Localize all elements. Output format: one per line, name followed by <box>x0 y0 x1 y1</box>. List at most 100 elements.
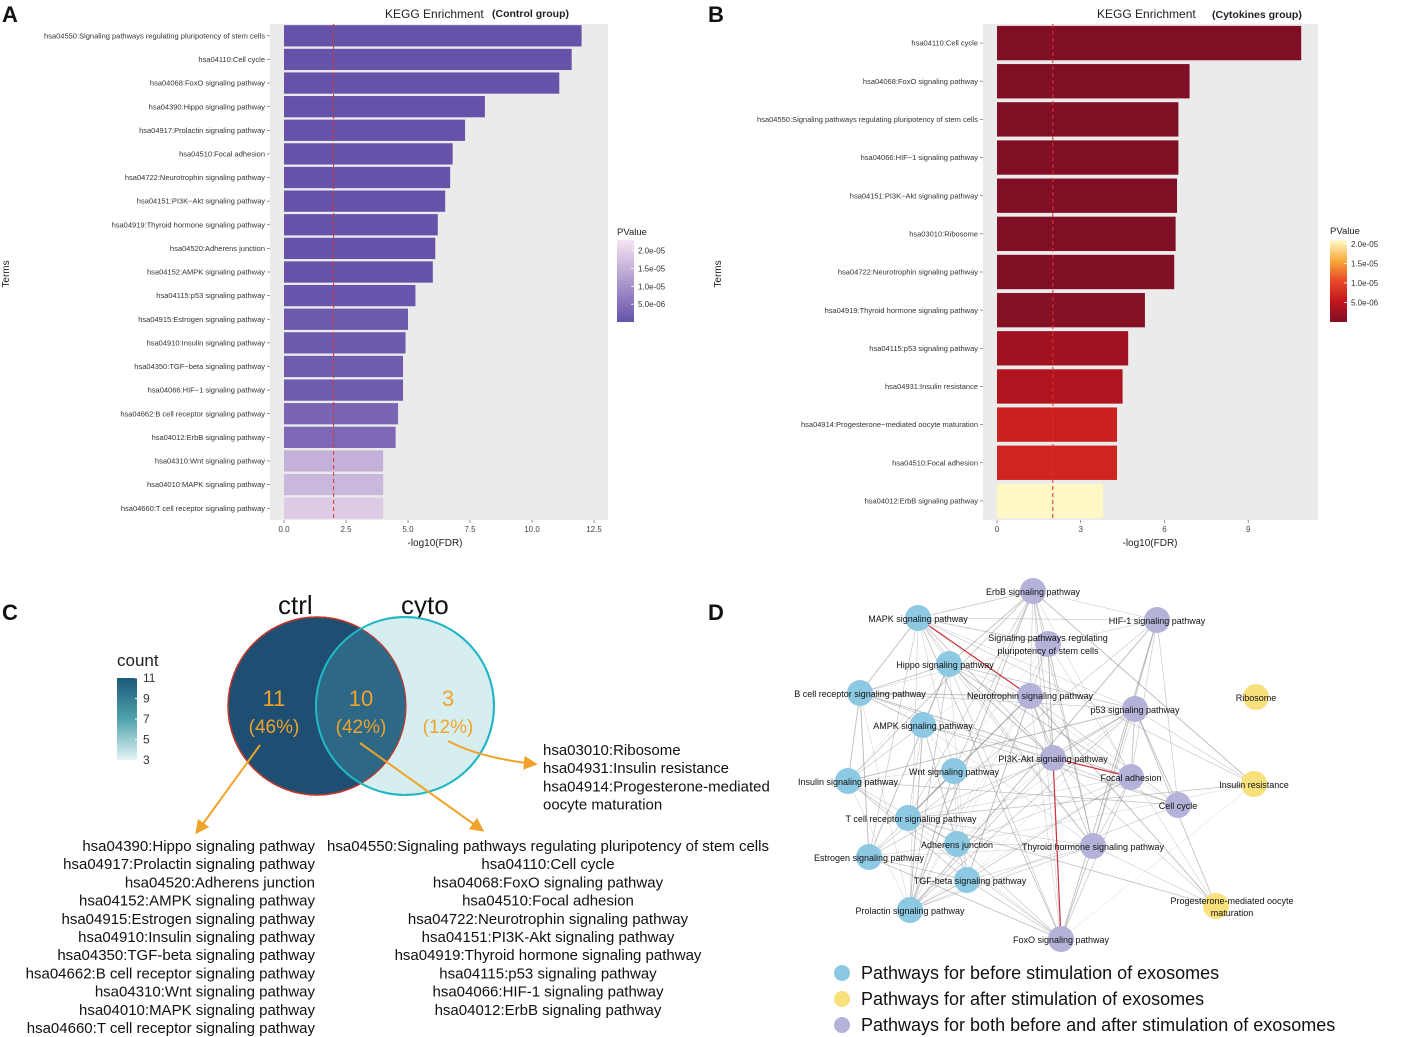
network-node-label: maturation <box>1211 908 1254 918</box>
network-edge <box>956 776 1132 845</box>
network-edge <box>922 643 1049 726</box>
list-ctrl-item: hsa04010:MAPK signaling pathway <box>79 1002 315 1019</box>
network-edge <box>909 770 955 911</box>
network-edge <box>948 663 1136 710</box>
chart-a-bar <box>284 166 451 189</box>
network-edge <box>956 757 1054 845</box>
network-edge <box>966 708 1136 881</box>
chart-b-legend-title: PValue <box>1330 226 1360 237</box>
chart-b-xlabel: -log10(FDR) <box>1122 538 1177 549</box>
list-ctrl-item: hsa04917:Prolactin signaling pathway <box>63 856 315 873</box>
chart-a-term-label: hsa04152:AMPK signaling pathway <box>147 268 265 277</box>
chart-b-term-label: hsa04151:PI3K−Akt signaling pathway <box>850 191 978 200</box>
chart-a-term-label: hsa04919:Thyroid hormone signaling pathw… <box>112 220 266 229</box>
chart-b-term-label: hsa04931:Insulin resistance <box>885 382 978 391</box>
network-edge <box>956 843 1094 847</box>
chart-b-bar <box>997 178 1178 213</box>
network-nodes: ErbB signaling pathway MAPK signaling pat… <box>794 578 1294 952</box>
network-edge <box>907 590 1034 819</box>
list-shared-item: hsa04550:Signaling pathways regulating p… <box>327 838 769 855</box>
network-edge <box>868 843 958 858</box>
network-node <box>856 844 882 870</box>
network-legend-label: Pathways for after stimulation of exosom… <box>861 989 1204 1009</box>
network-edge <box>917 617 1054 759</box>
venn-both-count: 10 <box>349 686 373 711</box>
network-edge <box>1029 590 1034 697</box>
network-edge <box>859 663 950 694</box>
chart-a-bar <box>284 237 436 260</box>
venn-circle-ctrl-outline <box>227 616 407 796</box>
chart-a-term-label: hsa04520:Adherens junction <box>170 244 265 253</box>
network-edge <box>847 590 1034 782</box>
chart-a-term-label: hsa04151:PI3K−Akt signaling pathway <box>137 197 265 206</box>
chart-a-xtick-label: 12.5 <box>586 525 602 534</box>
chart-a-term-labels: hsa04550:Signaling pathways regulating p… <box>44 31 270 513</box>
chart-a-bar <box>284 403 399 425</box>
list-shared-item: hsa04066:HIF-1 signaling pathway <box>433 984 664 1001</box>
list-ctrl-item: hsa04350:TGF-beta signaling pathway <box>57 947 315 964</box>
network-edge <box>847 780 1179 806</box>
network-edge <box>1092 708 1136 847</box>
chart-b-bar <box>997 140 1179 175</box>
list-ctrl-only: hsa04390:Hippo signaling pathwayhsa04917… <box>26 838 316 1037</box>
chart-a-x-ticks: 0.0 2.5 5.0 7.5 10.0 12.5 <box>278 520 602 534</box>
chart-a-term-label: hsa04550:Signaling pathways regulating p… <box>44 31 265 40</box>
network-edge <box>966 776 1132 881</box>
chart-a-term-label: hsa04068:FoxO signaling pathway <box>150 79 265 88</box>
chart-a-term-label: hsa04390:Hippo signaling pathway <box>149 102 266 111</box>
chart-a-xlabel: -log10(FDR) <box>407 538 462 549</box>
network-node-label: Neurotrophin signaling pathway <box>967 691 1094 701</box>
network-edge <box>859 692 1031 697</box>
network-node <box>941 758 967 784</box>
chart-a-bar <box>284 261 433 283</box>
network-edge <box>1047 619 1158 645</box>
network-edge <box>917 617 1049 645</box>
network-edge <box>907 817 1094 847</box>
chart-a-term-label: hsa04012:ErbB signaling pathway <box>152 433 266 442</box>
list-cyto-item: hsa03010:Ribosome <box>543 742 681 759</box>
panel-letter-b: B <box>708 2 724 27</box>
chart-b-bar <box>997 25 1302 61</box>
chart-a-bar <box>284 332 406 354</box>
chart-b-legend-ticks: 2.0e-05 1.5e-05 1.0e-05 5.0e-06 <box>1344 240 1379 307</box>
chart-a-term-label: hsa04910:Insulin signaling pathway <box>147 338 266 347</box>
chart-a-bar <box>284 48 572 71</box>
bar-chart-cytokines: KEGG Enrichment (Cytokines group) hsa041… <box>713 7 1379 549</box>
chart-a-legend-tick-label: 1.0e-05 <box>638 282 666 291</box>
chart-b-bar <box>997 331 1129 366</box>
chart-a-term-label: hsa04722:Neurotrophin signaling pathway <box>125 173 265 182</box>
network-edge <box>859 692 870 858</box>
chart-a-term-label: hsa04917:Prolactin signaling pathway <box>139 126 265 135</box>
network-node-label: p53 signaling pathway <box>1090 705 1180 715</box>
chart-a-term-label: hsa04010:MAPK signaling pathway <box>147 480 265 489</box>
list-ctrl-item: hsa04152:AMPK signaling pathway <box>79 893 315 910</box>
chart-b-term-label: hsa04510:Focal adhesion <box>892 458 978 467</box>
network-node <box>954 867 980 893</box>
chart-a-colorbar <box>617 240 634 322</box>
network-node-label: Focal adhesion <box>1100 773 1161 783</box>
list-shared-item: hsa04151:PI3K-Akt signaling pathway <box>422 929 675 946</box>
chart-b-bar <box>997 216 1176 252</box>
chart-b-xtick-label: 3 <box>1079 525 1084 534</box>
network-edge <box>847 708 1136 782</box>
chart-b-title: KEGG Enrichment <box>1097 7 1196 21</box>
network-edge <box>909 757 1054 911</box>
chart-a-xtick-label: 5.0 <box>402 525 414 534</box>
network-node <box>1048 926 1074 952</box>
venn-ctrl-percent: (46%) <box>249 717 300 738</box>
network-edge <box>909 695 1031 911</box>
list-ctrl-item: hsa04310:Wnt signaling pathway <box>95 984 316 1001</box>
network-node-label: Insulin signaling pathway <box>798 777 899 787</box>
chart-a-ylabel: Terms <box>1 260 12 287</box>
chart-b-term-label: hsa04066:HIF−1 signaling pathway <box>861 153 979 162</box>
chart-b-bars <box>997 24 1302 520</box>
network-node-label: Estrogen signaling pathway <box>814 853 925 863</box>
chart-b-bar <box>997 445 1118 480</box>
network-edge <box>907 776 1132 819</box>
network-edge <box>1029 695 1094 847</box>
network-edge <box>907 643 1049 819</box>
network-node <box>1017 683 1043 709</box>
chart-b-term-label: hsa04722:Neurotrophin signaling pathway <box>838 268 978 277</box>
network-edge <box>1134 708 1255 785</box>
